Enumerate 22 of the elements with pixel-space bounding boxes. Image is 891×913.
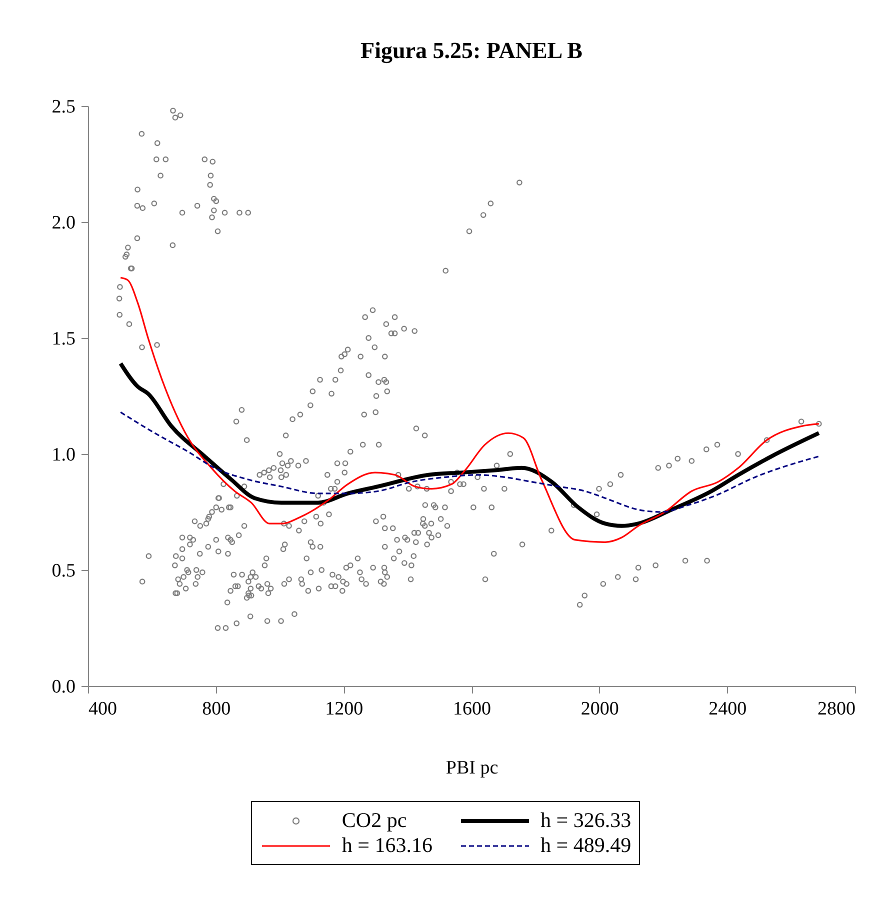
y-tick-label: 2.0 — [52, 212, 76, 234]
legend-label: h = 163.16 — [342, 833, 432, 858]
line-series — [120, 411, 820, 513]
chart-title: Figura 5.25: PANEL B — [360, 38, 582, 64]
y-tick-label: 0.5 — [52, 560, 76, 582]
x-tick-label: 2800 — [818, 698, 856, 720]
x-tick-label: 400 — [88, 698, 117, 720]
y-tick-label: 1.5 — [52, 328, 76, 350]
x-tick-label: 800 — [202, 698, 231, 720]
legend-label: h = 489.49 — [540, 833, 632, 858]
x-axis-title: PBI pc — [446, 758, 498, 778]
y-tick-label: 0.0 — [52, 676, 76, 698]
x-tick-label: 2000 — [580, 698, 619, 720]
x-tick-label: 1200 — [325, 698, 364, 720]
x-tick-label: 2400 — [708, 698, 747, 720]
x-tick-label: 1600 — [453, 698, 491, 720]
legend-label: CO2 pc — [342, 808, 407, 833]
y-tick-label: 1.0 — [52, 444, 76, 466]
y-tick-label: 2.5 — [52, 96, 76, 118]
legend-label: h = 326.33 — [540, 808, 632, 833]
line-series — [118, 362, 821, 528]
line-series — [120, 276, 820, 543]
